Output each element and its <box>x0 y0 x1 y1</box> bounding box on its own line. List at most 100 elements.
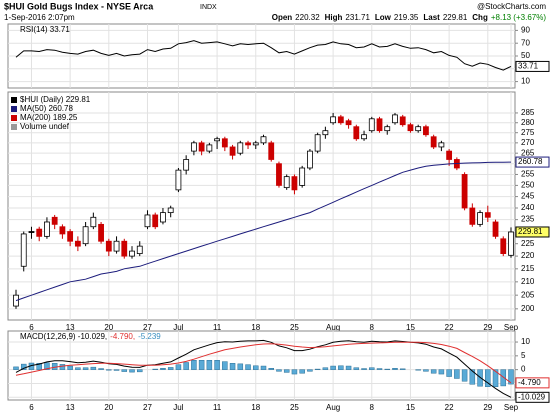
candle-body <box>345 120 352 126</box>
candle-body <box>353 126 360 140</box>
x-tick-label: 11 <box>213 323 222 332</box>
histogram-bar <box>129 369 135 373</box>
y-tick-label: 255 <box>521 170 535 179</box>
candle-body <box>136 245 143 255</box>
histogram-bar <box>245 364 251 370</box>
candle-body <box>167 207 174 214</box>
candle-body <box>477 212 483 225</box>
x-tick-label: Sep <box>504 323 519 332</box>
candle-body <box>44 221 50 237</box>
histogram-bar <box>75 367 81 370</box>
candle-body <box>229 146 236 156</box>
histogram-bar <box>399 368 406 370</box>
histogram-bar <box>276 369 282 372</box>
line <box>15 339 512 398</box>
candle-body <box>276 163 282 186</box>
candle-body <box>237 142 244 154</box>
histogram-bar <box>415 369 421 371</box>
x-tick-label: Sep <box>504 403 519 412</box>
x-tick-label: 29 <box>483 403 492 412</box>
histogram-bar <box>508 369 514 385</box>
candle-body <box>508 231 514 256</box>
histogram-bar <box>229 363 236 370</box>
histogram-bar <box>175 364 182 370</box>
candle-body <box>361 134 367 140</box>
y-tick-label: 210 <box>521 277 535 286</box>
candle-body <box>90 216 97 228</box>
quote-label: Chg <box>472 13 488 22</box>
line <box>15 161 512 302</box>
histogram-bar <box>446 369 452 377</box>
y-tick-label: 205 <box>521 290 535 299</box>
y-tick-label: 235 <box>521 215 535 224</box>
y-tick-label: 280 <box>521 118 535 127</box>
quote-value: 219.35 <box>394 13 419 22</box>
histogram-bar <box>237 363 244 370</box>
histogram-bar <box>121 369 128 372</box>
histogram-bar <box>322 367 329 370</box>
candle-body <box>330 116 337 124</box>
candle-body <box>415 126 422 132</box>
legend-label: MA(50) 260.78 <box>20 104 73 113</box>
value-tag <box>515 156 550 168</box>
quote-label: Low <box>375 13 392 22</box>
quote-label: Last <box>423 13 440 22</box>
y-tick-label: 275 <box>521 128 535 137</box>
y-tick-label: 70 <box>521 38 530 47</box>
y-tick-label: 50 <box>521 51 530 60</box>
quote-value: +8.13 (+3.67%) <box>491 13 546 22</box>
exchange: INDX <box>200 4 217 11</box>
histogram-bar <box>222 361 228 370</box>
candle-body <box>183 159 190 171</box>
y-tick-label: 215 <box>521 264 535 273</box>
histogram-bar <box>369 367 375 370</box>
candle-body <box>500 238 507 255</box>
candle-body <box>430 136 437 148</box>
candle-body <box>221 138 228 148</box>
candle-body <box>129 250 135 257</box>
histogram-bar <box>260 365 267 370</box>
x-tick-label: 27 <box>143 323 152 332</box>
quote-value: 229.81 <box>443 13 468 22</box>
histogram-bar <box>90 366 97 370</box>
histogram-bar <box>283 369 290 373</box>
candle-body <box>283 176 290 189</box>
legend-swatch <box>11 106 17 112</box>
panel <box>7 91 516 321</box>
line <box>15 341 512 384</box>
candle-body <box>299 167 306 186</box>
candle-body <box>392 114 398 124</box>
candle-body <box>322 130 329 136</box>
y-tick-label: 0 <box>521 365 526 374</box>
candle-body <box>368 118 375 132</box>
quote-label: Open <box>272 13 293 22</box>
value-tag <box>515 377 550 389</box>
histogram-bar <box>183 362 189 370</box>
histogram-bar <box>206 360 213 370</box>
y-tick-label: 240 <box>521 203 535 212</box>
histogram-bar <box>338 365 344 370</box>
candle-body <box>446 150 453 160</box>
chart-title: $HUI Gold Bugs Index - NYSE Arca <box>4 1 154 11</box>
histogram-bar <box>113 369 120 371</box>
legend-swatch <box>11 124 17 130</box>
candle-body <box>13 294 19 307</box>
histogram-bar <box>82 367 89 370</box>
histogram-bar <box>485 369 491 388</box>
candle-body <box>51 216 58 225</box>
histogram-bar <box>438 369 445 375</box>
histogram-bar <box>299 369 305 374</box>
candle-body <box>36 228 43 237</box>
candle-body <box>469 207 476 225</box>
histogram-bar <box>353 367 360 370</box>
histogram-bar <box>167 367 174 370</box>
y-tick-label: 270 <box>521 138 535 147</box>
histogram-bar <box>423 369 429 372</box>
x-tick-label: 22 <box>445 403 454 412</box>
y-tick-label: 10 <box>521 77 530 86</box>
histogram-bar <box>392 368 398 370</box>
x-tick-label: Aug <box>326 403 340 412</box>
legend-label: $HUI (Daily) 229.81 <box>20 95 91 104</box>
histogram-bar <box>291 369 298 375</box>
value-tag-label: 33.71 <box>518 62 539 71</box>
